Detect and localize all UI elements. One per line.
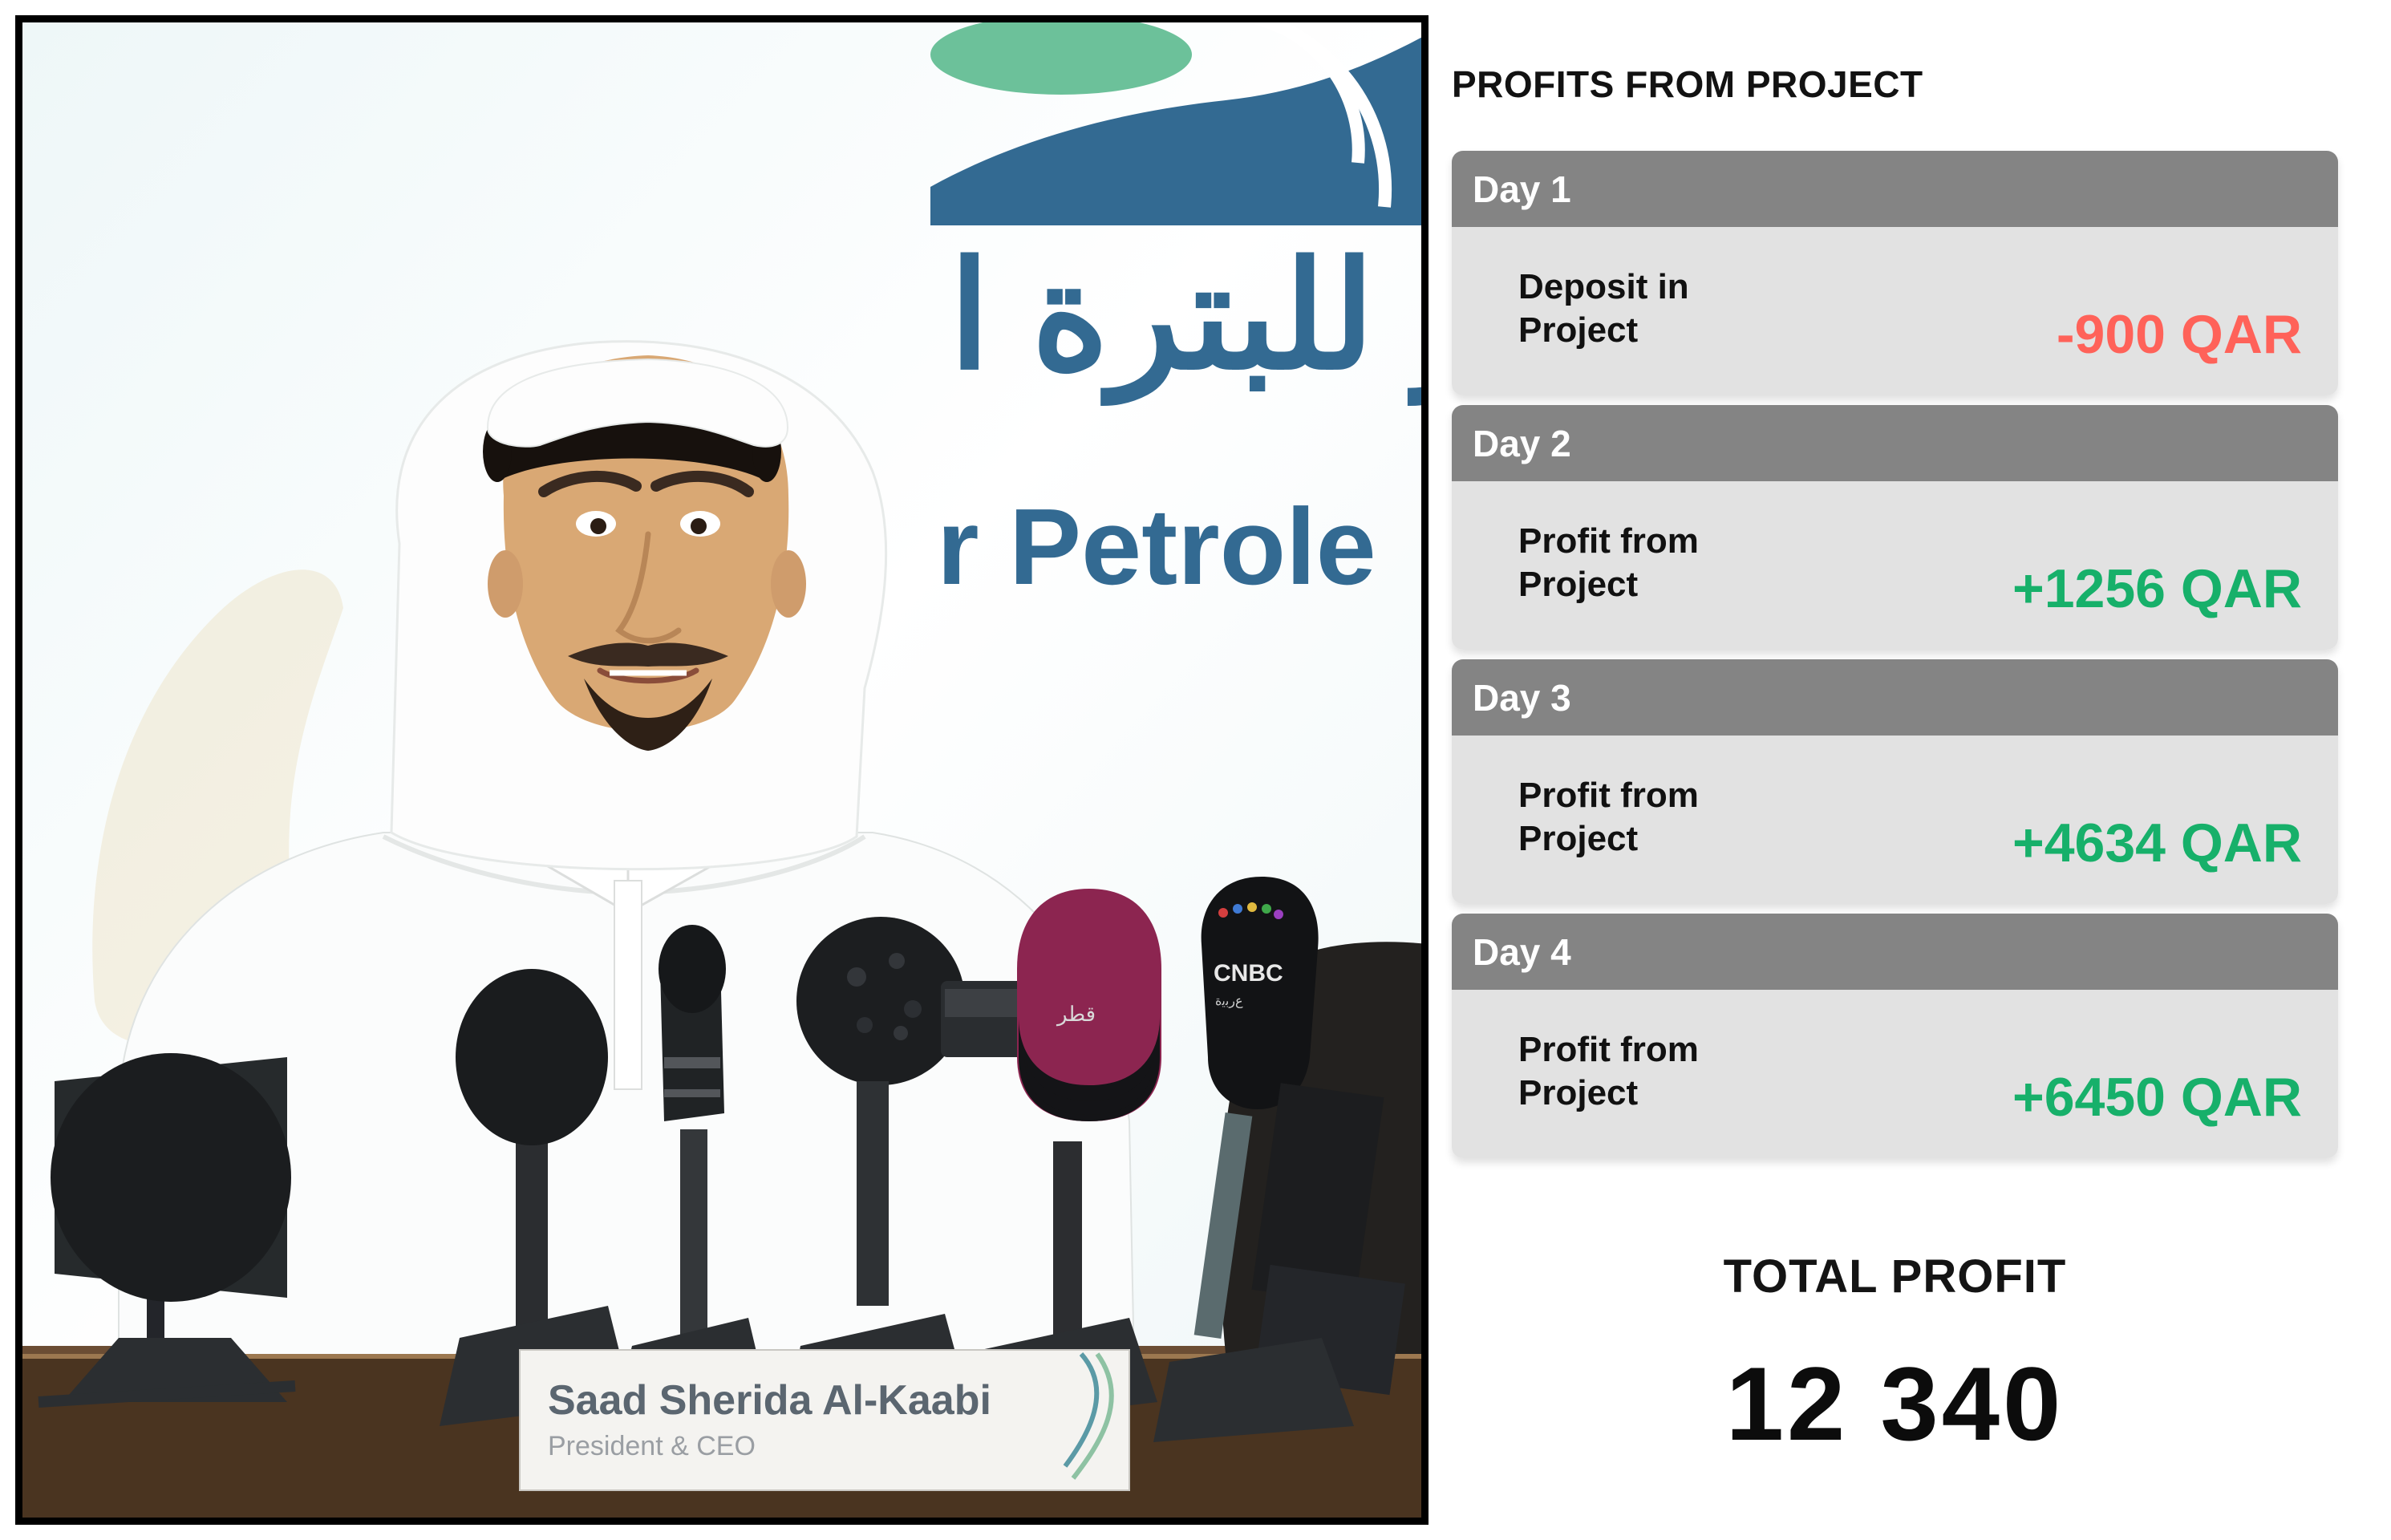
svg-text:ﻉﺭﺑﻳﺓ: ﻉﺭﺑﻳﺓ xyxy=(1215,995,1243,1008)
svg-text:Saad Sherida Al-Kaabi: Saad Sherida Al-Kaabi xyxy=(548,1377,991,1424)
svg-text:r Petrole: r Petrole xyxy=(937,486,1376,607)
svg-text:طر للبترة ا: طر للبترة ا xyxy=(949,234,1429,407)
svg-text:CNBC: CNBC xyxy=(1214,960,1283,987)
svg-text:قطر: قطر xyxy=(1056,1002,1096,1027)
svg-text:President & CEO: President & CEO xyxy=(548,1431,756,1461)
